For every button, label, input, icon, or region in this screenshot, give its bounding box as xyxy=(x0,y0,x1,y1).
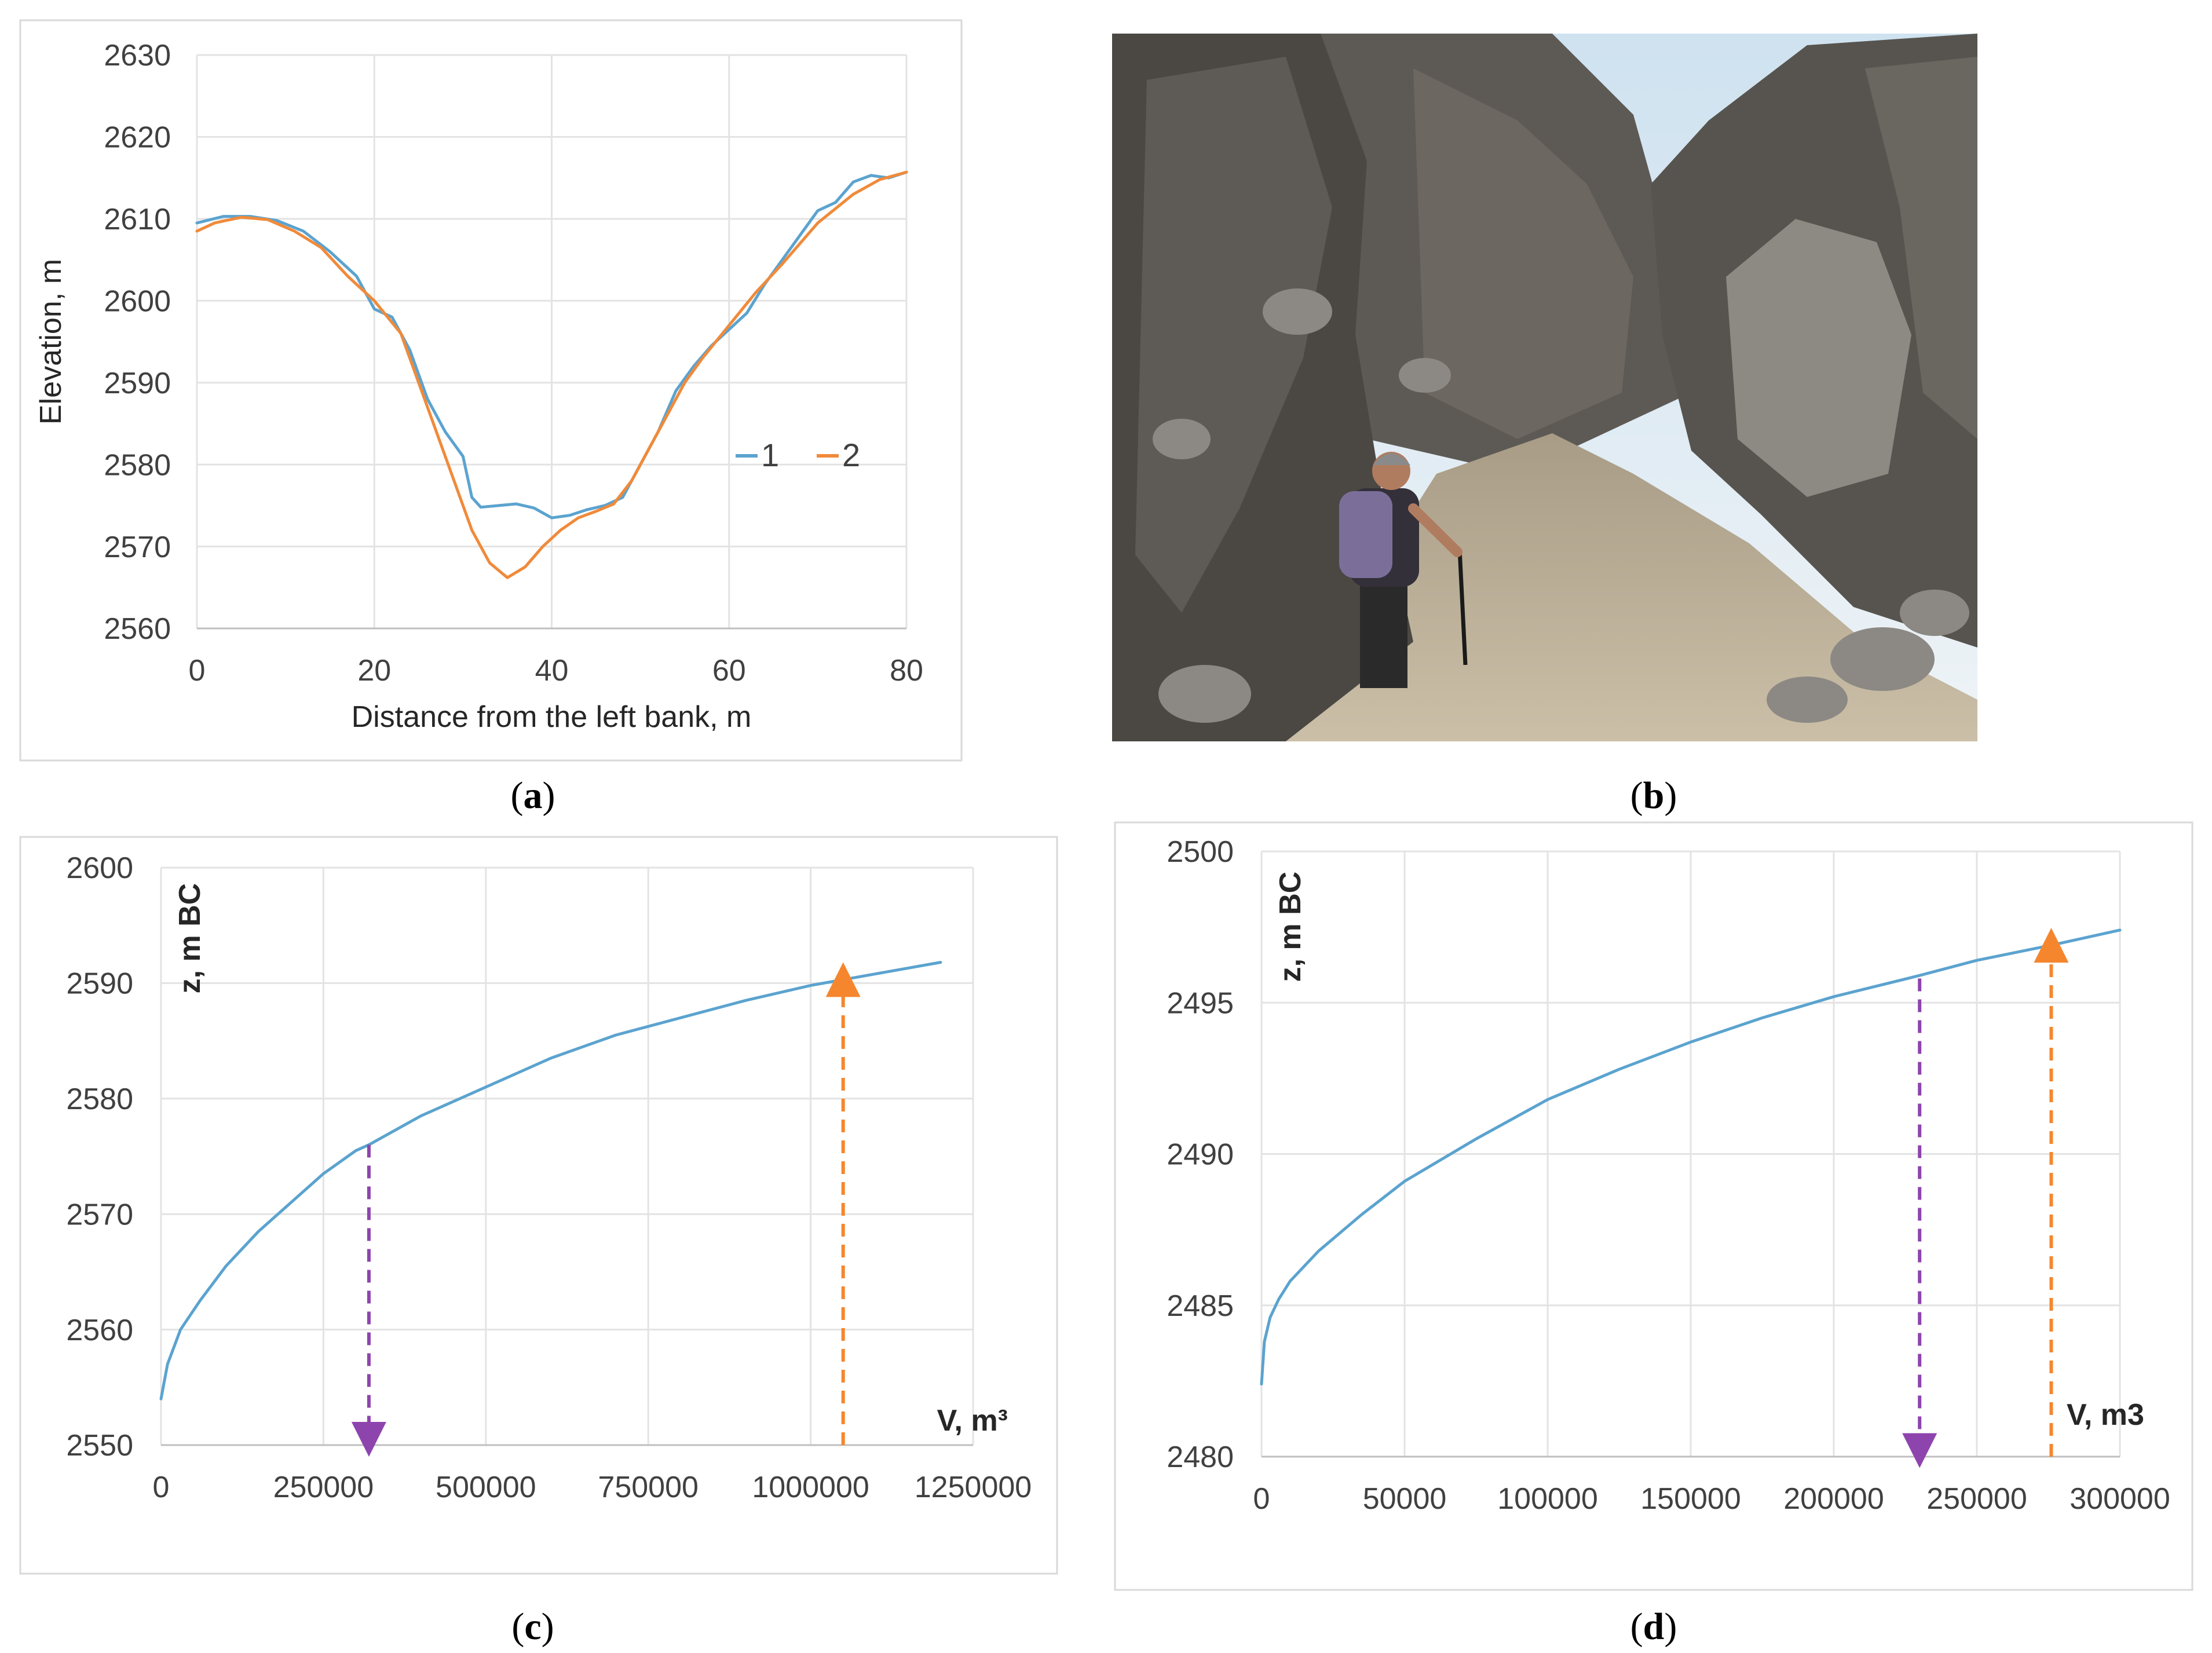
panel-d: 0 50000 100000 150000 200000 250000 300000 2480… xyxy=(1114,821,2193,1648)
caption-b: (b) xyxy=(1630,774,1677,817)
hiker-cap xyxy=(1373,454,1410,465)
trekking-pole xyxy=(1457,548,1468,665)
x-tick-label: 150000 xyxy=(1640,1482,1741,1516)
y-tick-label: 2570 xyxy=(66,1198,133,1231)
river-canyon-photo xyxy=(1112,34,1977,741)
x-tick-label: 0 xyxy=(153,1471,170,1504)
panel-a-frame xyxy=(19,19,963,762)
y-axis-label: Elevation, m xyxy=(34,259,68,425)
panel-c: 0 250000 500000 750000 1000000 1250000 2550 256… xyxy=(19,836,1058,1648)
series-line-curve xyxy=(159,961,942,1400)
y-tick-label: 2600 xyxy=(104,284,171,318)
x-tick-label: 250000 xyxy=(1926,1482,2027,1516)
x-tick-label: 0 xyxy=(1253,1482,1270,1516)
x-tick-label: 50000 xyxy=(1363,1482,1447,1516)
x-axis-label: V, m³ xyxy=(937,1404,1008,1438)
x-tick-label: 750000 xyxy=(598,1471,699,1504)
x-tick-label: 1250000 xyxy=(915,1471,1032,1504)
x-tick-label: 60 xyxy=(712,654,746,687)
hiker-arm xyxy=(1408,503,1463,557)
y-tick-label: 2560 xyxy=(104,612,171,646)
y-tick-label: 2480 xyxy=(1167,1440,1234,1474)
caption-a: (a) xyxy=(511,774,555,817)
legend-label-2: 2 xyxy=(842,437,860,473)
x-tick-label: 1000000 xyxy=(752,1471,869,1504)
x-axis-label: V, m3 xyxy=(2067,1398,2144,1432)
chart-a: 0 20 40 60 80 2560 2570 2580 2590 2600 2610 2620 263… xyxy=(34,39,923,734)
y-tick-label: 2580 xyxy=(104,448,171,482)
left-cliff-highlight xyxy=(1135,57,1332,613)
boulders xyxy=(1153,288,1969,723)
y-tick-label: 2500 xyxy=(1167,835,1234,869)
x-axis-label: Distance from the left bank, m xyxy=(352,700,752,734)
panel-d-frame xyxy=(1114,821,2193,1591)
chart-c: 0 250000 500000 750000 1000000 1250000 2550 256… xyxy=(66,851,1032,1504)
y-tick-label: 2590 xyxy=(104,367,171,400)
hiker-backpack xyxy=(1339,491,1392,578)
right-boulder xyxy=(1726,219,1911,497)
y-tick-label: 2580 xyxy=(66,1083,133,1116)
panel-c-frame xyxy=(19,836,1058,1575)
y-tick-label: 2620 xyxy=(104,121,171,155)
x-tick-label: 250000 xyxy=(273,1471,374,1504)
x-tick-label: 20 xyxy=(357,654,391,687)
right-cliff-shade xyxy=(1865,57,1977,439)
y-axis-label: z, m BC xyxy=(1274,872,1307,982)
x-tick-label: 200000 xyxy=(1783,1482,1884,1516)
x-tick-label: 0 xyxy=(189,654,206,687)
legend-label-1: 1 xyxy=(761,437,779,473)
y-tick-label: 2610 xyxy=(104,203,171,236)
caption-d: (d) xyxy=(1630,1606,1677,1648)
y-tick-label: 2495 xyxy=(1167,986,1234,1020)
y-tick-label: 2570 xyxy=(104,531,171,564)
x-tick-label: 500000 xyxy=(436,1471,536,1504)
panel-b: (b) xyxy=(1630,774,1677,817)
y-tick-label: 2560 xyxy=(66,1314,133,1347)
x-tick-label: 80 xyxy=(890,654,923,687)
caption-c: (c) xyxy=(511,1606,554,1648)
panel-a: 0 20 40 60 80 2560 2570 2580 2590 2600 2610 2620 263… xyxy=(19,19,963,817)
far-slope xyxy=(1413,68,1633,439)
series-line-curve xyxy=(1260,928,2122,1386)
y-tick-label: 2590 xyxy=(66,967,133,1001)
series-line-1 xyxy=(195,170,908,520)
y-tick-label: 2490 xyxy=(1167,1138,1234,1172)
chart-d: 0 50000 100000 150000 200000 250000 300000 2480… xyxy=(1167,835,2170,1516)
photo-panel-b xyxy=(1112,34,1977,741)
y-tick-label: 2630 xyxy=(104,39,171,72)
x-tick-label: 300000 xyxy=(2070,1482,2170,1516)
y-tick-label: 2550 xyxy=(66,1429,133,1462)
y-axis-label: z, m BC xyxy=(173,883,207,994)
y-tick-label: 2485 xyxy=(1167,1289,1234,1323)
hiker-legs xyxy=(1360,572,1407,688)
x-tick-label: 100000 xyxy=(1497,1482,1598,1516)
x-tick-label: 40 xyxy=(535,654,569,687)
hiker xyxy=(1339,452,1468,688)
y-tick-label: 2600 xyxy=(66,851,133,885)
series-line-2 xyxy=(195,170,908,579)
